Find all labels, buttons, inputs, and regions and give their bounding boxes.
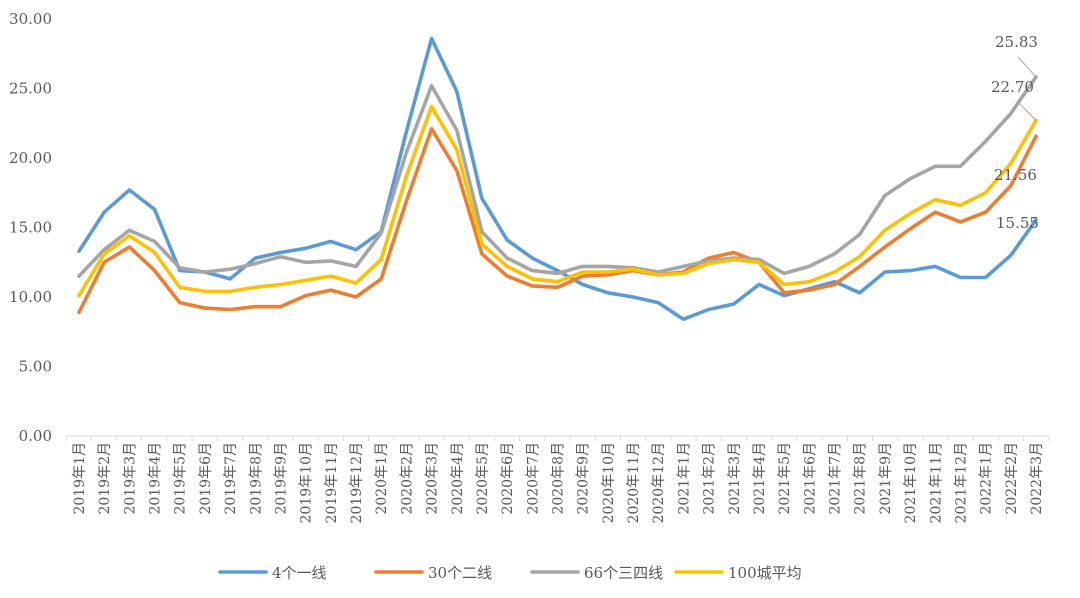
x-tick-label: 2021年11月 <box>928 442 944 523</box>
x-tick-label: 2020年4月 <box>450 442 466 515</box>
x-tick-label: 2019年6月 <box>198 442 214 515</box>
series-lines <box>77 36 1038 322</box>
x-tick-label: 2020年9月 <box>576 442 592 515</box>
x-axis-tick-labels: 2019年1月 2019年2月 2019年3月 2019年4月 2019年5月 2019年… <box>72 442 1045 523</box>
x-tick-label: 2021年8月 <box>853 442 869 515</box>
end-value-label: 15.55 <box>996 214 1039 232</box>
x-tick-label: 2022年2月 <box>1004 442 1020 515</box>
x-tick-label: 2021年5月 <box>777 442 793 515</box>
x-tick-label: 2019年4月 <box>148 442 164 515</box>
x-tick-label: 2020年2月 <box>399 442 415 515</box>
series-line-3 <box>77 104 1038 298</box>
x-tick-label: 2020年8月 <box>551 442 567 515</box>
y-tick-label: 20.00 <box>9 149 52 167</box>
x-tick-label: 2020年12月 <box>651 442 667 523</box>
x-tick-label: 2020年5月 <box>475 442 491 515</box>
x-tick-label: 2020年11月 <box>626 442 642 523</box>
legend-label-0: 4个一线 <box>272 564 327 582</box>
x-tick-label: 2020年7月 <box>525 442 541 515</box>
x-tick-label: 2021年7月 <box>828 442 844 515</box>
legend-label-2: 66个三四线 <box>584 564 663 582</box>
x-tick-label: 2021年10月 <box>903 442 919 523</box>
x-tick-label: 2019年9月 <box>273 442 289 515</box>
legend-label-3: 100城平均 <box>728 564 802 582</box>
y-tick-label: 30.00 <box>9 10 52 28</box>
x-tick-label: 2021年12月 <box>953 442 969 523</box>
x-tick-label: 2019年1月 <box>72 442 88 515</box>
end-value-label: 21.56 <box>994 166 1037 184</box>
x-tick-label: 2020年1月 <box>374 442 390 515</box>
series-line-2 <box>77 75 1038 278</box>
y-tick-label: 5.00 <box>19 358 52 376</box>
y-tick-label: 25.00 <box>9 80 52 98</box>
x-tick-label: 2019年3月 <box>122 442 138 515</box>
x-tick-label: 2019年8月 <box>248 442 264 515</box>
x-tick-label: 2019年11月 <box>324 442 340 523</box>
x-axis <box>65 435 1050 441</box>
x-tick-label: 2020年3月 <box>425 442 441 515</box>
legend: 4个一线 30个二线 66个三四线 100城平均 <box>218 564 802 582</box>
x-tick-label: 2021年2月 <box>702 442 718 515</box>
end-value-label: 25.83 <box>995 33 1038 51</box>
x-tick-label: 2022年3月 <box>1029 442 1045 515</box>
x-tick-label: 2019年7月 <box>223 442 239 515</box>
x-tick-label: 2020年10月 <box>601 442 617 523</box>
annotation-leader-line <box>1017 56 1037 78</box>
y-tick-label: 15.00 <box>9 219 52 237</box>
legend-label-1: 30个二线 <box>428 564 492 582</box>
x-tick-label: 2020年6月 <box>500 442 516 515</box>
x-tick-label: 2019年12月 <box>349 442 365 523</box>
x-tick-label: 2021年1月 <box>676 442 692 515</box>
x-tick-label: 2022年1月 <box>979 442 995 515</box>
annotation-leader-line <box>1017 101 1037 121</box>
x-tick-label: 2021年9月 <box>878 442 894 515</box>
y-axis-ticks: 0.00 5.00 10.00 15.00 20.00 25.00 30.00 <box>9 10 52 445</box>
x-tick-label: 2021年6月 <box>802 442 818 515</box>
x-tick-label: 2021年4月 <box>752 442 768 515</box>
x-tick-label: 2019年2月 <box>97 442 113 515</box>
series-line-0 <box>77 36 1038 322</box>
x-tick-label: 2021年3月 <box>727 442 743 515</box>
x-tick-label: 2019年10月 <box>299 442 315 523</box>
end-value-labels: 15.55 21.56 25.83 22.70 <box>991 33 1039 232</box>
y-tick-label: 0.00 <box>19 427 52 445</box>
x-tick-label: 2019年5月 <box>173 442 189 515</box>
series-line-1 <box>77 127 1038 315</box>
y-tick-label: 10.00 <box>9 288 52 306</box>
end-value-label: 22.70 <box>991 78 1034 96</box>
